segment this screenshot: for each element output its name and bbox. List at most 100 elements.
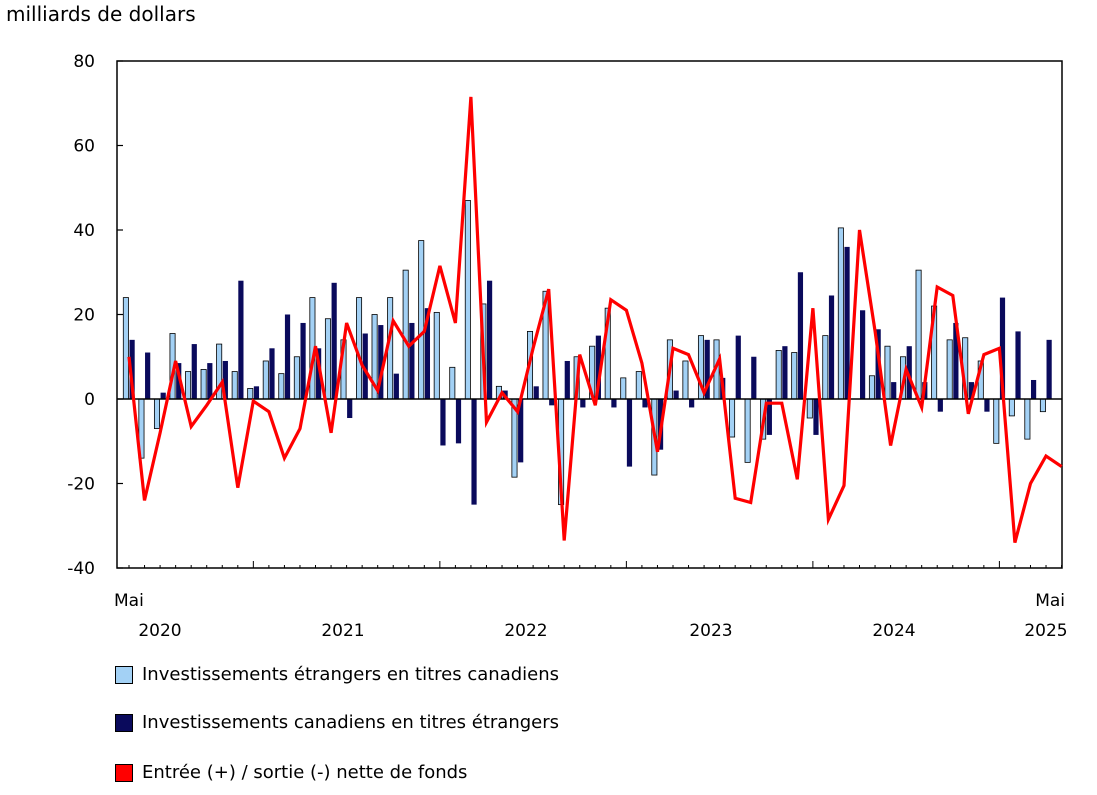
foreign-bar xyxy=(231,371,238,400)
foreign-bar xyxy=(122,297,129,400)
foreign-bar xyxy=(293,356,300,400)
canadian-bar xyxy=(533,386,539,399)
canadian-bar xyxy=(860,310,866,399)
foreign-bar xyxy=(946,339,953,400)
y-tick-label: 0 xyxy=(84,390,95,410)
foreign-bar xyxy=(1024,398,1031,440)
legend-net: Entrée (+) / sortie (-) nette de fonds xyxy=(115,762,467,783)
foreign-bar xyxy=(464,200,471,400)
y-tick-label: 20 xyxy=(73,306,95,326)
foreign-bar xyxy=(884,345,891,400)
x-year-label: 2024 xyxy=(872,621,915,641)
canadian-bar xyxy=(440,399,446,446)
canadian-bar xyxy=(937,399,943,412)
canadian-bar xyxy=(1030,379,1037,399)
plot-frame xyxy=(116,60,1063,569)
canadian-bar xyxy=(626,399,633,467)
x-year-label: 2020 xyxy=(138,621,181,641)
foreign-bar xyxy=(775,350,782,400)
canadian-bar xyxy=(207,363,213,399)
canadian-bar xyxy=(844,246,850,399)
canadian-bar xyxy=(735,335,741,399)
canadian-bar xyxy=(673,390,679,399)
foreign-bar xyxy=(247,388,254,400)
canadian-bar xyxy=(689,399,695,408)
y-tick-label: -40 xyxy=(67,559,95,579)
canadian-bar xyxy=(1015,331,1021,399)
foreign-bar xyxy=(1039,398,1046,413)
foreign-bar xyxy=(324,318,331,400)
legend-foreign-swatch xyxy=(115,665,133,684)
legend-net-swatch xyxy=(115,763,133,782)
foreign-bar xyxy=(682,360,689,400)
canadian-bar xyxy=(284,314,291,399)
foreign-bar xyxy=(806,398,813,419)
canadian-bar xyxy=(191,344,197,399)
canadian-bar xyxy=(518,399,524,463)
net-flow-line-group xyxy=(127,96,1063,544)
foreign-bar xyxy=(185,371,192,400)
foreign-bar xyxy=(278,373,285,400)
foreign-bar xyxy=(153,398,160,429)
x-year-label: 2022 xyxy=(504,621,547,641)
canadian-bar xyxy=(176,363,182,399)
canadian-bar xyxy=(906,346,912,399)
y-tick-label: 80 xyxy=(73,52,95,72)
canadian-bar xyxy=(486,280,493,399)
y-tick-label: -20 xyxy=(67,475,95,495)
canadian-bar xyxy=(968,382,975,399)
canadian-bar xyxy=(782,346,788,399)
net-flow-line xyxy=(127,96,1063,544)
x-end-month-label: Mai xyxy=(1035,591,1065,611)
x-start-month-label: Mai xyxy=(114,591,144,611)
canadian-bar xyxy=(362,333,368,399)
canadian-bar xyxy=(611,399,617,408)
foreign-bar xyxy=(449,366,456,400)
legend-foreign-label: Investissements étrangers en titres cana… xyxy=(142,664,560,685)
canadian-bar xyxy=(595,335,601,399)
canadian-bar xyxy=(704,339,710,399)
canadian-bar xyxy=(813,399,819,435)
plot-area xyxy=(116,60,1063,569)
canadian-bar xyxy=(984,399,990,412)
canadian-bar xyxy=(424,308,431,399)
canadian-bar xyxy=(269,348,275,399)
canadian-bar xyxy=(580,399,586,408)
canadian-bar xyxy=(642,399,648,408)
canadian-bar xyxy=(1046,339,1052,399)
foreign-bar xyxy=(915,269,922,400)
canadian-bar xyxy=(145,352,151,399)
foreign-bar xyxy=(433,311,440,400)
canadian-bar xyxy=(828,295,835,399)
canadian-bar xyxy=(222,360,228,399)
y-tick-label: 60 xyxy=(73,137,95,157)
y-axis: 80 60 40 20 0 -20 -40 xyxy=(67,52,123,579)
canadian-bar xyxy=(751,356,757,399)
canadian-bar xyxy=(347,399,353,419)
foreign-bar xyxy=(791,352,798,400)
canadian-bar xyxy=(549,399,555,406)
canadian-bar xyxy=(797,272,804,399)
foreign-bar xyxy=(729,398,736,438)
legend-net-label: Entrée (+) / sortie (-) nette de fonds xyxy=(142,762,468,783)
foreign-bar xyxy=(1008,398,1015,417)
legend-canadian-label: Investissements canadiens en titres étra… xyxy=(142,712,560,733)
canadian-bar xyxy=(891,382,897,399)
foreign-bar xyxy=(837,227,844,400)
x-year-label: 2021 xyxy=(321,621,364,641)
canadian-bar xyxy=(953,322,959,399)
canadian-bar xyxy=(471,399,477,505)
canadian-bar xyxy=(766,399,772,435)
foreign-bar xyxy=(868,375,875,400)
canadian-bar xyxy=(253,386,260,399)
unit-label: milliards de dollars xyxy=(6,2,196,26)
canadian-bar xyxy=(409,322,415,399)
canadian-bar xyxy=(999,297,1006,399)
canadian-bar xyxy=(564,360,570,399)
x-axis: Mai Mai 2020 2021 2022 2023 2024 2025 xyxy=(114,561,1068,641)
foreign-bar xyxy=(402,269,409,400)
foreign-bar xyxy=(744,398,751,463)
foreign-bar xyxy=(993,398,1000,444)
canadian-bar xyxy=(331,282,337,399)
y-tick-label: 40 xyxy=(73,221,95,241)
